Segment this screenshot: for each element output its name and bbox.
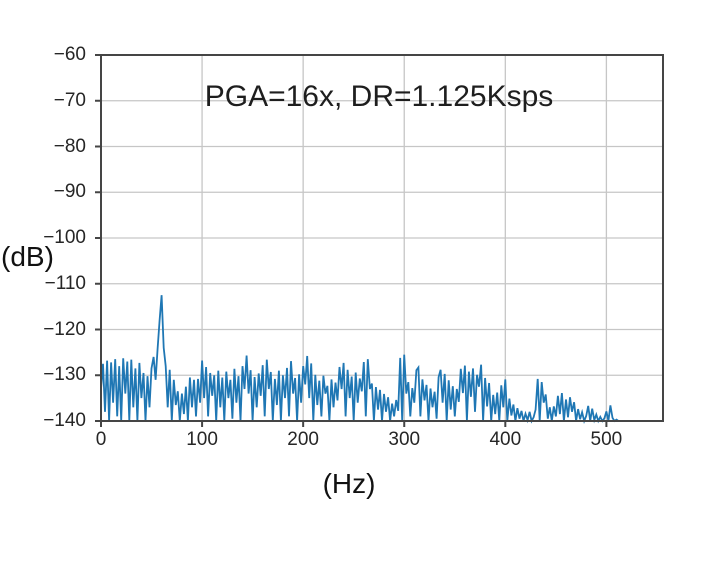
- y-tick-label: −100: [43, 227, 86, 248]
- y-tick-label: −120: [43, 318, 86, 340]
- y-tick-label: −90: [53, 181, 86, 203]
- x-tick-labels: 0 100 200 300 400 500: [0, 429, 727, 455]
- spectrum-trace: [100, 295, 620, 424]
- x-tick-label: 0: [95, 429, 107, 450]
- y-tick-label: −70: [53, 89, 86, 111]
- y-tick-label: −110: [44, 272, 86, 294]
- chart-annotation: PGA=16x, DR=1.125Ksps: [204, 80, 554, 113]
- y-tick-label: −80: [53, 135, 86, 157]
- y-axis-label: (dB): [1, 241, 54, 272]
- x-tick-label: 100: [186, 429, 218, 450]
- x-tick-label: 400: [489, 429, 522, 450]
- x-tick-label: 200: [287, 429, 319, 450]
- x-axis-label: (Hz): [322, 468, 376, 499]
- y-tick-labels: −60 −70 −80 −90 −100 −110 −120 −130 −140: [0, 0, 86, 563]
- x-tick-label: 500: [590, 429, 623, 450]
- y-tick-label: −130: [43, 364, 86, 386]
- y-tick-label: −140: [43, 410, 86, 431]
- y-tick-label: −60: [53, 44, 86, 65]
- x-tick-label: 300: [388, 429, 421, 450]
